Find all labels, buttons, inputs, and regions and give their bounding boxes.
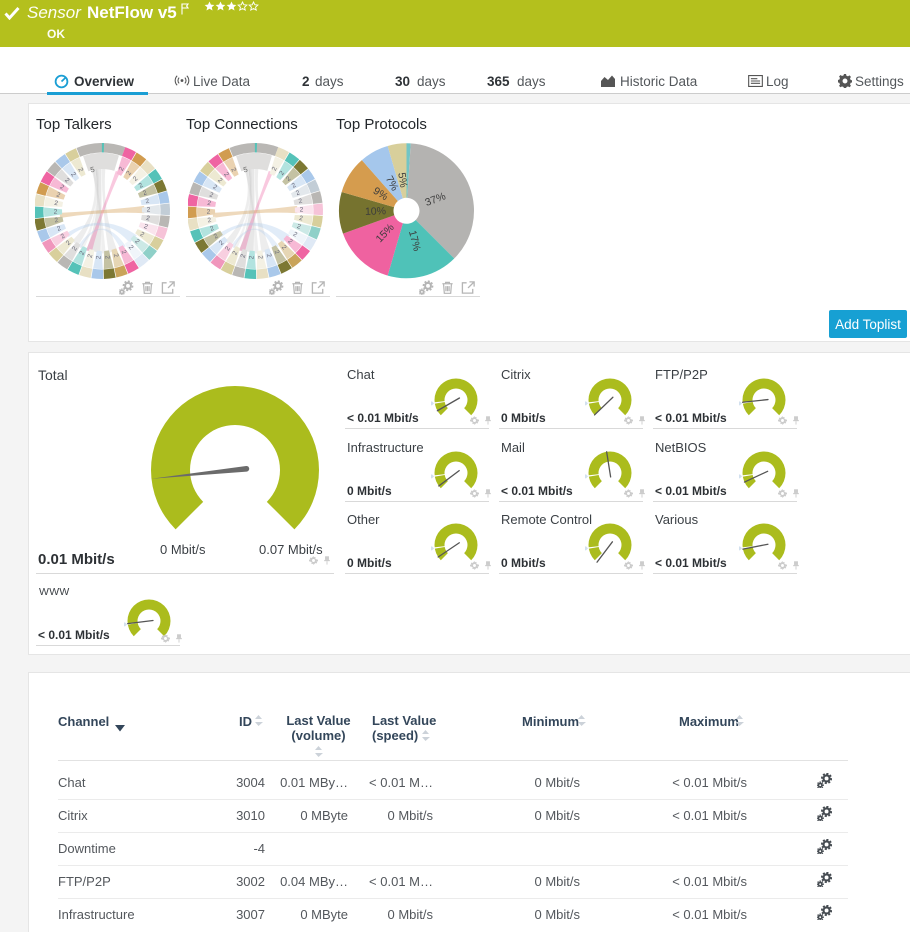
svg-text:2: 2 (300, 207, 304, 214)
svg-text:2: 2 (147, 207, 151, 214)
svg-text:2: 2 (207, 209, 211, 216)
svg-text:10%: 10% (365, 205, 386, 218)
svg-text:5%: 5% (395, 172, 409, 189)
svg-text:2: 2 (54, 209, 58, 216)
